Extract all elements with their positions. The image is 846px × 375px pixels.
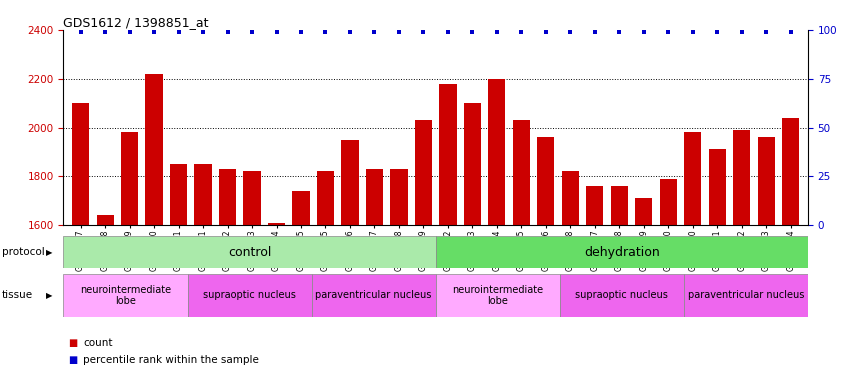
Bar <box>709 149 726 375</box>
Bar <box>560 274 684 317</box>
Text: neurointermediate
lobe: neurointermediate lobe <box>452 285 543 306</box>
Bar <box>195 164 212 375</box>
Text: GDS1612 / 1398851_at: GDS1612 / 1398851_at <box>63 16 209 29</box>
Bar <box>436 236 808 268</box>
Text: paraventricular nucleus: paraventricular nucleus <box>316 290 431 300</box>
Bar <box>439 84 457 375</box>
Bar <box>684 132 701 375</box>
Bar <box>311 274 436 317</box>
Bar <box>293 191 310 375</box>
Bar <box>170 164 187 375</box>
Bar <box>390 169 408 375</box>
Bar <box>684 274 808 317</box>
Bar <box>611 186 628 375</box>
Bar <box>415 120 432 375</box>
Bar <box>783 118 799 375</box>
Bar <box>464 103 481 375</box>
Bar <box>219 169 236 375</box>
Bar <box>121 132 138 375</box>
Bar <box>758 137 775 375</box>
Bar <box>660 179 677 375</box>
Bar <box>586 186 603 375</box>
Bar <box>342 140 359 375</box>
Text: supraoptic nucleus: supraoptic nucleus <box>203 290 296 300</box>
Bar <box>72 103 89 375</box>
Bar <box>513 120 530 375</box>
Text: ■: ■ <box>68 338 77 348</box>
Text: control: control <box>228 246 272 259</box>
Bar <box>733 130 750 375</box>
Bar <box>488 79 505 375</box>
Bar <box>436 274 560 317</box>
Text: ■: ■ <box>68 355 77 365</box>
Text: paraventricular nucleus: paraventricular nucleus <box>688 290 804 300</box>
Text: ▶: ▶ <box>46 291 52 300</box>
Text: neurointermediate
lobe: neurointermediate lobe <box>80 285 171 306</box>
Text: supraoptic nucleus: supraoptic nucleus <box>575 290 668 300</box>
Bar <box>365 169 383 375</box>
Bar <box>63 274 188 317</box>
Bar <box>146 74 162 375</box>
Bar <box>562 171 579 375</box>
Text: protocol: protocol <box>2 247 45 257</box>
Text: dehydration: dehydration <box>584 246 660 259</box>
Bar <box>317 171 334 375</box>
Bar <box>188 274 311 317</box>
Text: tissue: tissue <box>2 290 33 300</box>
Bar <box>244 171 261 375</box>
Bar <box>537 137 554 375</box>
Bar <box>635 198 652 375</box>
Text: percentile rank within the sample: percentile rank within the sample <box>83 355 259 365</box>
Text: ▶: ▶ <box>46 248 52 257</box>
Bar <box>96 215 113 375</box>
Bar <box>268 223 285 375</box>
Bar <box>63 236 436 268</box>
Text: count: count <box>83 338 113 348</box>
